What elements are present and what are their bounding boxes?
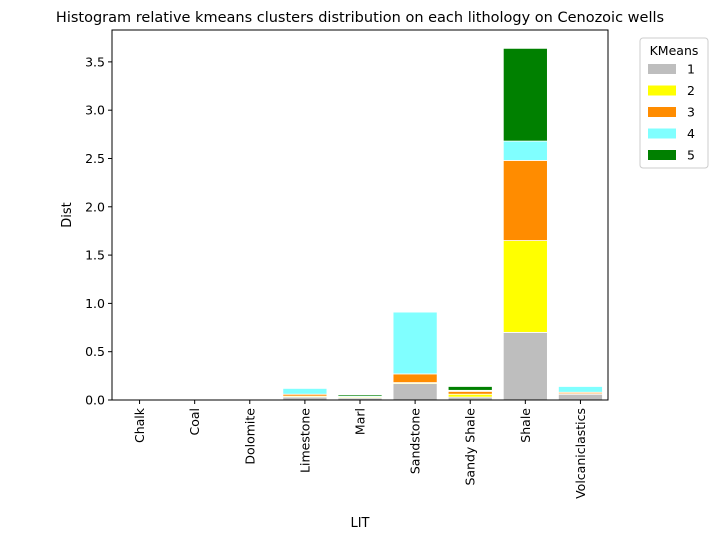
legend-label: 1 — [687, 62, 695, 77]
legend-label: 4 — [687, 126, 695, 141]
bar-segment — [447, 386, 493, 391]
legend-swatch — [648, 150, 676, 160]
legend-swatch — [648, 128, 676, 139]
x-tick-label: Volcaniclastics — [573, 408, 588, 499]
plot-frame — [111, 29, 609, 401]
x-axis: Chalk Coal Dolomite Limestone Marl Sandstone S… — [132, 400, 588, 499]
y-tick-label: 0.0 — [85, 393, 105, 408]
x-tick-label: Coal — [187, 408, 202, 436]
y-tick-label: 3.5 — [85, 54, 105, 69]
y-tick-label: 2.0 — [85, 199, 105, 214]
bar-segment — [282, 388, 328, 395]
x-tick-label: Marl — [353, 408, 368, 435]
bar-segment — [447, 390, 493, 395]
x-tick-label: Limestone — [297, 408, 312, 473]
bar-segment — [447, 393, 493, 398]
x-tick-label: Sandstone — [408, 408, 423, 474]
bar-segment — [392, 383, 438, 401]
bar-segment — [502, 331, 548, 401]
legend-swatch — [648, 107, 676, 117]
y-tick-label: 2.5 — [85, 151, 105, 166]
bar-segment — [392, 311, 438, 375]
legend-label: 2 — [687, 83, 695, 98]
x-tick-label: Chalk — [132, 407, 147, 443]
bar-segment — [502, 240, 548, 333]
bar-segment — [337, 394, 383, 397]
y-tick-label: 3.0 — [85, 103, 105, 118]
y-tick-label: 1.0 — [85, 296, 105, 311]
legend: KMeans 1 2 3 4 5 — [639, 37, 709, 169]
bar-segment — [558, 386, 603, 393]
y-axis: 0.0 0.5 1.0 1.5 2.0 2.5 3.0 3.5 — [85, 54, 112, 408]
legend-title: KMeans — [650, 43, 699, 58]
x-tick-label: Sandy Shale — [463, 408, 478, 486]
x-tick-label: Dolomite — [242, 408, 257, 465]
y-tick-label: 1.5 — [85, 248, 105, 263]
x-tick-label: Shale — [518, 408, 533, 443]
legend-swatch — [648, 64, 676, 74]
legend-label: 5 — [687, 148, 695, 163]
bar-segment — [502, 140, 548, 161]
legend-label: 3 — [687, 105, 695, 120]
bar-segment — [392, 373, 438, 384]
bar-segment — [502, 47, 548, 142]
y-tick-label: 0.5 — [85, 344, 105, 359]
bars-layer — [227, 47, 603, 401]
legend-swatch — [648, 85, 676, 96]
bar-segment — [558, 393, 603, 401]
chart-title: Histogram relative kmeans clusters distr… — [56, 10, 664, 26]
y-axis-label: Dist — [60, 202, 75, 228]
bar-segment — [502, 160, 548, 242]
legend-items: 1 2 3 4 5 — [648, 62, 695, 163]
x-axis-label: LIT — [350, 516, 369, 531]
